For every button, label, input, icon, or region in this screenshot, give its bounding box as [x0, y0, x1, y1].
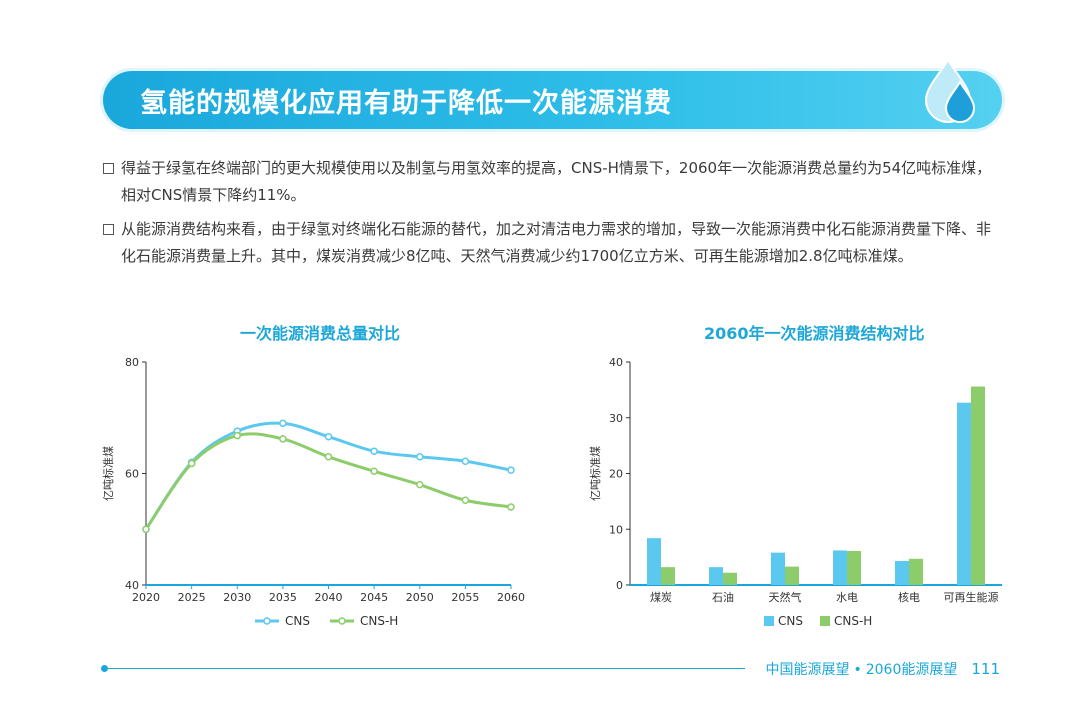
legend-label: CNS	[285, 614, 310, 628]
x-tick-label: 2045	[360, 591, 388, 604]
x-tick-label: 2060	[497, 591, 525, 604]
bar-cns-h	[723, 572, 737, 585]
data-point	[370, 467, 378, 476]
legend-label: CNS-H	[834, 614, 872, 628]
bar-cns	[895, 561, 909, 585]
data-point	[233, 431, 241, 440]
checkbox-bullet-icon	[103, 163, 114, 174]
data-point	[461, 457, 470, 465]
data-point	[370, 447, 378, 455]
data-point	[416, 480, 424, 489]
data-point	[142, 525, 150, 533]
legend-swatch	[764, 616, 774, 626]
footer-book-title: 2060能源展望	[865, 662, 958, 678]
bar-cns	[833, 550, 847, 585]
bullet-paragraph: 从能源消费结构来看，由于绿氢对终端化石能源的替代，加之对清洁电力需求的增加，导致…	[103, 216, 1003, 270]
footer-bullet: •	[853, 662, 862, 678]
y-axis-title: 亿吨标准煤	[101, 446, 115, 501]
y-tick-label: 30	[609, 412, 623, 425]
bar-cns-h	[909, 558, 923, 585]
y-tick-label: 10	[609, 523, 623, 536]
bar-cns-h	[971, 386, 985, 585]
bullet-paragraph: 得益于绿氢在终端部门的更大规模使用以及制氢与用氢效率的提高，CNS-H情景下，2…	[103, 155, 1003, 209]
legend-swatch	[820, 616, 830, 626]
data-point	[507, 466, 515, 474]
page-number: 111	[971, 660, 1000, 678]
x-tick-label: 石油	[712, 590, 734, 604]
bar-chart-title: 2060年一次能源消费结构对比	[704, 324, 925, 343]
x-tick-label: 核电	[898, 590, 920, 604]
y-tick-label: 40	[125, 579, 139, 592]
bar-cns-h	[661, 567, 675, 585]
legend-label: CNS-H	[360, 614, 398, 628]
legend-label: CNS	[778, 614, 803, 628]
x-tick-label: 2035	[269, 591, 297, 604]
data-point	[187, 459, 196, 468]
x-tick-label: 2025	[178, 591, 206, 604]
bar-cns-h	[847, 550, 861, 585]
page-title: 氢能的规模化应用有助于降低一次能源消费	[140, 88, 672, 119]
data-point	[324, 432, 333, 441]
x-tick-label: 2020	[132, 591, 160, 604]
series-line-cns-h	[144, 432, 512, 531]
data-point	[279, 419, 287, 428]
data-point	[461, 496, 470, 505]
paragraph-text: 得益于绿氢在终端部门的更大规模使用以及制氢与用氢效率的提高，CNS-H情景下，2…	[121, 159, 992, 204]
y-tick-label: 80	[125, 356, 139, 369]
footer: 中国能源展望 • 2060能源展望 111	[765, 659, 1000, 679]
title-banner: 氢能的规模化应用有助于降低一次能源消费	[103, 71, 1002, 129]
water-drop-icon	[924, 58, 976, 123]
x-tick-label: 2040	[315, 591, 343, 604]
bar-cns-h	[785, 566, 799, 585]
y-tick-label: 60	[125, 468, 139, 481]
paragraph-text: 从能源消费结构来看，由于绿氢对终端化石能源的替代，加之对清洁电力需求的增加，导致…	[121, 220, 992, 265]
footer-dot	[101, 665, 108, 672]
bar-cns	[647, 538, 661, 585]
data-point	[279, 435, 287, 443]
line-chart-title: 一次能源消费总量对比	[240, 324, 401, 343]
data-point	[416, 453, 424, 461]
y-tick-label: 40	[609, 356, 623, 369]
bar-cns	[957, 402, 971, 585]
x-tick-label: 水电	[836, 591, 858, 604]
x-tick-label: 煤炭	[650, 591, 672, 604]
footer-brand: 中国能源展望	[765, 662, 850, 678]
y-tick-label: 0	[616, 579, 623, 592]
y-axis-title: 亿吨标准煤	[588, 446, 602, 501]
data-point	[324, 453, 333, 461]
line-chart: 40 60 80 2020 2025 2030 2035 2040 2045 2050 2055 20…	[101, 356, 525, 628]
y-tick-label: 20	[609, 468, 623, 481]
legend-marker	[263, 617, 271, 625]
x-tick-label: 2055	[451, 591, 479, 604]
checkbox-bullet-icon	[103, 224, 114, 235]
data-point	[507, 503, 515, 511]
x-tick-label: 可再生能源	[944, 590, 999, 604]
x-tick-label: 2050	[406, 591, 434, 604]
x-tick-label: 2030	[223, 591, 251, 604]
bar-cns	[771, 552, 785, 585]
bar-cns	[709, 567, 723, 585]
x-tick-label: 天然气	[769, 590, 802, 604]
legend-marker	[338, 617, 346, 625]
footer-line	[105, 668, 745, 669]
